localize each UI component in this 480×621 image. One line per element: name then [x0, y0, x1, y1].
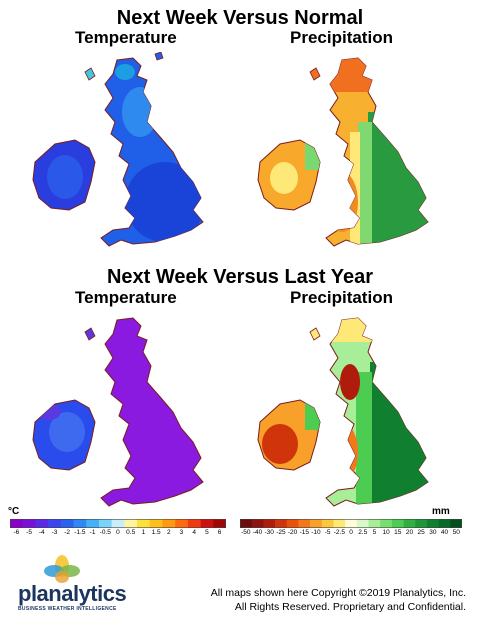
precipitation-legend-tick: 30	[429, 529, 437, 536]
temperature-legend-swatch	[124, 519, 138, 528]
temperature-legend-swatch	[22, 519, 36, 528]
precipitation-legend-tick: 15	[394, 529, 402, 536]
precipitation-legend-swatch	[415, 519, 428, 528]
precipitation-legend-unit: mm	[432, 506, 450, 517]
temperature-legend-swatch	[86, 519, 100, 528]
temperature-legend	[10, 519, 226, 528]
temperature-legend-tick: -4	[38, 529, 45, 536]
precipitation-legend-swatch	[345, 519, 358, 528]
temperature-legend-swatch	[98, 519, 112, 528]
temperature-legend-swatch	[200, 519, 214, 528]
temperature-legend-tick: 3	[179, 529, 184, 536]
temperature-last-year-map	[32, 317, 204, 507]
precipitation-legend-ticks: -50 -40 -30 -25 -20 -15 -10 -5 -2.5 0 2.5 5 10 15 20 25…	[240, 529, 462, 536]
precipitation-legend-tick: 5	[372, 529, 377, 536]
precipitation-legend-tick: -20	[287, 529, 298, 536]
section-title-normal: Next Week Versus Normal	[116, 7, 364, 29]
planalytics-logo: planalytics BUSINESS WEATHER INTELLIGENC…	[14, 555, 164, 615]
precipitation-legend-tick: -15	[299, 529, 309, 536]
precipitation-legend-swatch	[333, 519, 346, 528]
temperature-legend-swatch	[149, 519, 163, 528]
precipitation-legend	[240, 519, 462, 528]
temperature-legend-tick: 1.5	[151, 529, 161, 536]
precipitation-legend-tick: 50	[452, 529, 460, 536]
temperature-legend-swatch	[162, 519, 176, 528]
logo-petals-icon	[44, 555, 80, 583]
section-title-last-year: Next Week Versus Last Year	[106, 266, 374, 288]
temperature-legend-tick: -6	[13, 529, 20, 536]
temperature-legend-swatch	[73, 519, 87, 528]
precipitation-legend-tick: 10	[382, 529, 390, 536]
temperature-legend-tick: 4	[192, 529, 196, 536]
precipitation-legend-tick: -40	[252, 529, 263, 536]
map-label-temp-normal: Temperature	[75, 28, 177, 47]
precipitation-legend-tick: -50	[241, 529, 251, 536]
temperature-legend-tick: -3	[51, 529, 58, 536]
precipitation-legend-tick: 25	[417, 529, 425, 536]
precipitation-legend-swatch	[321, 519, 334, 528]
copyright-line-1: All maps shown here Copyright ©2019 Plan…	[210, 587, 466, 599]
precipitation-legend-swatch	[426, 519, 439, 528]
precipitation-legend-swatch	[310, 519, 323, 528]
temperature-legend-swatch	[60, 519, 74, 528]
temperature-legend-tick: 5	[205, 529, 209, 536]
precipitation-legend-tick: -25	[276, 529, 286, 536]
temperature-normal-map	[32, 52, 204, 247]
precipitation-legend-swatch	[403, 519, 416, 528]
precipitation-legend-swatch	[380, 519, 393, 528]
logo-tagline: BUSINESS WEATHER INTELLIGENCE	[18, 606, 117, 612]
temperature-legend-swatch	[137, 519, 151, 528]
precipitation-legend-tick: 20	[405, 529, 414, 536]
precipitation-last-year-map	[257, 317, 429, 507]
precipitation-legend-swatch	[298, 519, 311, 528]
temperature-legend-tick: 6	[217, 529, 222, 536]
precipitation-legend-tick: 40	[440, 529, 449, 536]
precipitation-legend-tick: -2.5	[333, 529, 345, 536]
precipitation-legend-swatch	[286, 519, 299, 528]
temperature-legend-tick: 0.5	[126, 529, 136, 536]
temperature-legend-tick: -1.5	[74, 529, 86, 536]
temperature-legend-swatch	[187, 519, 201, 528]
temperature-legend-tick: -5	[26, 529, 32, 536]
temperature-legend-tick: 1	[141, 529, 146, 536]
map-label-precip-last-year: Precipitation	[290, 288, 393, 307]
temperature-legend-tick: -0.5	[99, 529, 111, 536]
temperature-legend-tick: 0	[116, 529, 120, 536]
temperature-legend-tick: -2	[64, 529, 71, 536]
temperature-legend-ticks: -6 -5 -4 -3 -2 -1.5 -1 -0.5 0 0.5 1 1.5 2 3 4 5 6	[10, 529, 226, 536]
temperature-legend-swatch	[35, 519, 49, 528]
copyright-line-2: All Rights Reserved. Proprietary and Con…	[234, 601, 466, 613]
precipitation-legend-swatch	[275, 519, 288, 528]
precipitation-legend-swatch	[438, 519, 451, 528]
precipitation-legend-swatch	[251, 519, 264, 528]
logo-wordmark: planalytics	[18, 581, 127, 606]
temperature-legend-tick: 2	[166, 529, 171, 536]
temperature-legend-swatch	[175, 519, 189, 528]
precipitation-legend-swatch	[450, 519, 462, 528]
precipitation-legend-swatch	[368, 519, 381, 528]
map-label-temp-last-year: Temperature	[75, 288, 177, 307]
temperature-legend-swatch	[48, 519, 62, 528]
temperature-legend-unit: °C	[8, 506, 20, 517]
temperature-legend-swatch	[213, 519, 226, 528]
precipitation-legend-tick: -10	[311, 529, 321, 536]
precipitation-legend-tick: -30	[264, 529, 274, 536]
precipitation-legend-tick: -5	[324, 529, 331, 536]
temperature-legend-tick: -1	[89, 529, 96, 536]
temperature-legend-swatch	[10, 519, 24, 528]
precipitation-legend-swatch	[263, 519, 276, 528]
precipitation-legend-swatch	[391, 519, 404, 528]
precipitation-legend-swatch	[240, 519, 252, 528]
temperature-legend-swatch	[111, 519, 125, 528]
copyright-notice: All maps shown here Copyright ©2019 Plan…	[211, 586, 466, 614]
precipitation-legend-tick: 0	[349, 529, 353, 536]
map-label-precip-normal: Precipitation	[290, 28, 393, 47]
precipitation-normal-map	[257, 57, 429, 247]
precipitation-legend-swatch	[356, 519, 369, 528]
precipitation-legend-tick: 2.5	[358, 529, 368, 536]
